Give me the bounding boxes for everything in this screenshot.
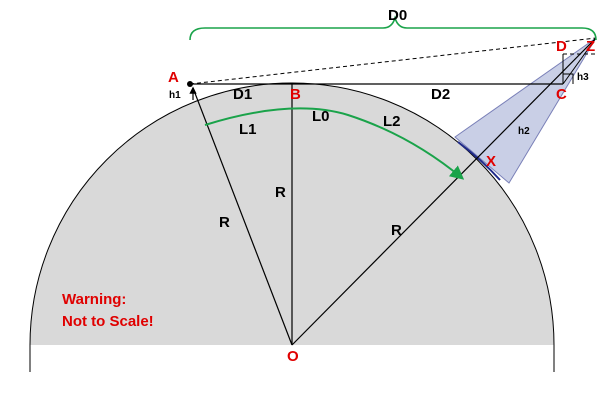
label-R-center: R bbox=[275, 184, 286, 201]
radius-OZ bbox=[291, 37, 597, 346]
label-D1: D1 bbox=[233, 86, 252, 103]
point-C: C bbox=[556, 86, 567, 103]
observer-point-A bbox=[187, 81, 193, 87]
label-D2: D2 bbox=[431, 86, 450, 103]
label-h2: h2 bbox=[518, 126, 530, 137]
line-AZ-dashed bbox=[189, 37, 597, 85]
label-R-left: R bbox=[219, 214, 230, 231]
earth-horizon-arc bbox=[29, 82, 555, 372]
brace-D0 bbox=[189, 15, 597, 41]
label-D0: D0 bbox=[388, 7, 407, 24]
label-R-right: R bbox=[391, 222, 402, 239]
label-L0: L0 bbox=[312, 108, 330, 125]
point-D: D bbox=[556, 38, 567, 55]
point-X: X bbox=[486, 153, 496, 170]
line-CZ bbox=[562, 37, 597, 85]
point-B: B bbox=[290, 86, 301, 103]
label-L1: L1 bbox=[239, 121, 257, 138]
visible-arc-segment bbox=[457, 141, 501, 181]
point-O: O bbox=[287, 348, 299, 365]
label-L2: L2 bbox=[383, 113, 401, 130]
radius-OA bbox=[192, 87, 293, 346]
point-A: A bbox=[168, 69, 179, 86]
label-h1: h1 bbox=[169, 90, 181, 101]
arc-arrow-L0 bbox=[204, 107, 465, 180]
label-h3: h3 bbox=[577, 72, 589, 83]
warning-line2: Not to Scale! bbox=[62, 313, 154, 330]
right-angle-marker bbox=[563, 73, 574, 84]
point-Z: Z bbox=[586, 38, 595, 55]
warning-line1: Warning: bbox=[62, 291, 126, 308]
